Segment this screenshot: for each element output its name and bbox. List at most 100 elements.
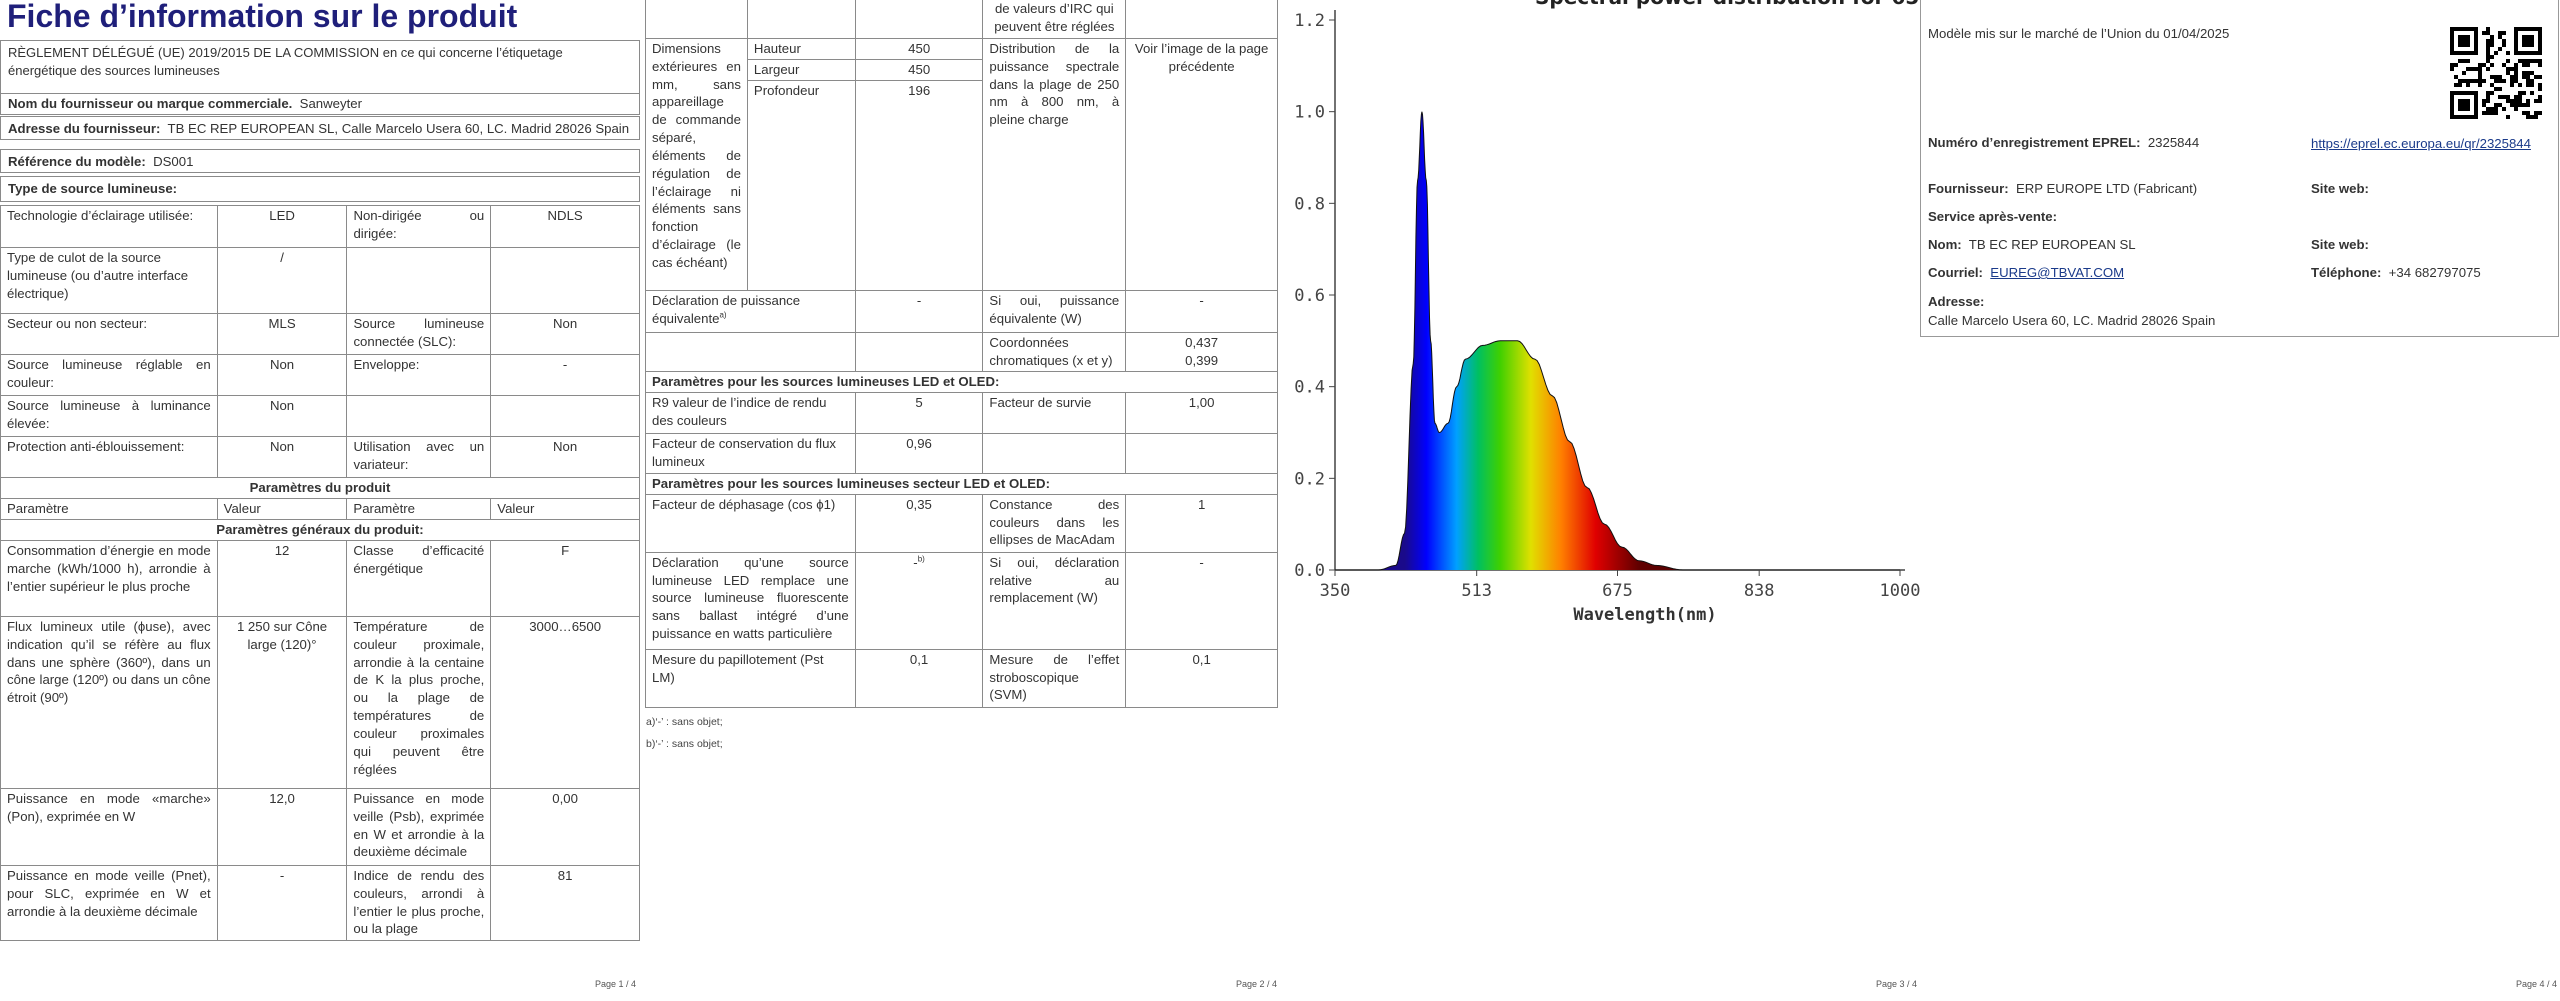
param-value [490, 395, 640, 437]
spectral-value: Voir l’image de la page précédente [1125, 37, 1278, 292]
param-value: 1 250 sur Cône large (120)° [216, 616, 348, 789]
param-label: Technologie d’éclairage utilisée: [0, 205, 218, 248]
column-header: Paramètre [0, 498, 218, 520]
market-date: Modèle mis sur le marché de l’Union du 0… [1928, 26, 2230, 41]
regulation-text: RÈGLEMENT DÉLÉGUÉ (UE) 2019/2015 DE LA C… [8, 45, 563, 79]
flicker-label: Mesure du papillotement (Pst LM) [645, 648, 856, 708]
after-sales-label: Service après-vente: [1928, 209, 2058, 224]
page-number: Page 4 / 4 [2516, 979, 2558, 989]
registration-box [1920, 0, 2559, 337]
dim-value: 450 [854, 39, 983, 60]
x-tick-label: 513 [1461, 581, 1492, 601]
eprel-link[interactable]: https://eprel.ec.europa.eu/qr/2325844 [2311, 136, 2531, 151]
replace-w-label: Si oui, déclaration relative au remplace… [982, 551, 1127, 650]
dim-value: 450 [854, 58, 983, 81]
param-value: Non [490, 436, 640, 478]
model-ref-row: Référence du modèle: DS001 [0, 149, 640, 173]
phase-label: Facteur de déphasage (cos ϕ1) [645, 493, 856, 553]
equiv-power-label: Déclaration de puissance équivalente [652, 293, 801, 326]
table-row: Protection anti-éblouissement: Non Utili… [0, 436, 640, 478]
param-value: Non [490, 313, 640, 355]
product-params-heading: Paramètres du produit [0, 477, 640, 499]
y-tick-label: 0.2 [1294, 469, 1325, 489]
dim-label: Largeur [747, 58, 856, 81]
eprel-label: Numéro d’enregistrement EPREL: [1928, 135, 2141, 150]
param-label: Puissance en mode veille (Pnet), pour SL… [0, 865, 218, 941]
phase-value: 0,35 [854, 493, 984, 553]
param-label: Secteur ou non secteur: [0, 313, 218, 355]
table-row: Puissance en mode «marche» (Pon), exprim… [0, 788, 640, 866]
table-row: Flux lumineux utile (ϕuse), avec indicat… [0, 616, 640, 789]
phone-label: Téléphone: [2311, 265, 2382, 280]
param-value: Non [216, 354, 348, 396]
supplier-name-value: Sanweyter [299, 96, 362, 111]
table-row: Type de culot de la source lumineuse (ou… [0, 247, 640, 314]
chart-ticks: 0.0 0.2 0.4 0.6 0.8 1.0 1.2 350 513 675 838 1000 [1294, 11, 1920, 601]
chroma-label: Coordonnées chromatiques (x et y) [982, 332, 1127, 373]
param-label: Non-dirigée ou dirigée: [346, 205, 492, 248]
param-header-row: Paramètre Valeur Paramètre Valeur [0, 498, 640, 520]
page-title: Fiche d’information sur le produit [7, 0, 518, 34]
param-value: MLS [216, 313, 348, 355]
email-link[interactable]: EUREG@TBVAT.COM [1990, 265, 2125, 280]
replace-w-value: - [1125, 551, 1278, 650]
email-label: Courriel: [1928, 265, 1983, 280]
supplier-label: Fournisseur: [1928, 181, 2009, 196]
param-value: NDLS [490, 205, 640, 248]
x-tick-label: 675 [1602, 581, 1633, 601]
page-number: Page 3 / 4 [1876, 979, 1918, 989]
spectral-label: Distribution de la puissance spectrale d… [982, 37, 1127, 292]
light-source-type-label: Type de source lumineuse: [8, 181, 178, 196]
spectral-chart: Spectral power distribution for 6500K 0.… [1294, 0, 1920, 625]
param-label: Source lumineuse à luminance élevée: [0, 395, 218, 437]
y-tick-label: 0.0 [1294, 561, 1325, 581]
table-row: Coordonnées chromatiques (x et y) 0,437 0… [645, 332, 1278, 373]
column-header: Valeur [490, 498, 640, 520]
page-number: Page 1 / 4 [595, 979, 637, 989]
x-tick-label: 350 [1320, 581, 1351, 601]
param-value: Non [216, 395, 348, 437]
dimensions-label: Dimensions extérieures en mm, sans appar… [645, 37, 748, 292]
light-source-table: Technologie d’éclairage utilisée: LED No… [0, 205, 640, 478]
footnote-ref: a) [719, 310, 727, 320]
param-label: Puissance en mode veille (Psb), exprimée… [346, 788, 492, 866]
x-axis-label: Wavelength(nm) [1573, 605, 1716, 625]
spd-area [1335, 111, 1900, 570]
param-label: Consommation d’énergie en mode marche (k… [0, 540, 218, 617]
website-label-2: Site web: [2311, 237, 2369, 252]
strobo-value: 0,1 [1125, 648, 1278, 708]
page-2: de valeurs d’IRC qui peuvent être réglée… [640, 0, 1280, 1001]
page-4: Modèle mis sur le marché de l’Union du 0… [1920, 0, 2560, 1001]
chart-title: Spectral power distribution for 6500K [1535, 0, 1920, 9]
table-row: Déclaration qu’une source lumineuse LED … [645, 551, 1278, 650]
column-header: Valeur [216, 498, 348, 520]
param-label: Classe d’efficacité énergétique [346, 540, 492, 617]
equiv-power-value: - [854, 290, 984, 334]
led-oled-heading: Paramètres pour les sources lumineuses L… [645, 371, 1278, 393]
y-tick-label: 1.2 [1294, 11, 1325, 31]
param-label: Indice de rendu des couleurs, arrondi à … [346, 865, 492, 941]
param-value: Non [216, 436, 348, 478]
equiv-w-value: - [1125, 290, 1278, 334]
y-tick-label: 1.0 [1294, 103, 1325, 123]
param-value: - [490, 354, 640, 396]
equiv-w-label: Si oui, puissance équivalente (W) [982, 290, 1127, 334]
param-label: Protection anti-éblouissement: [0, 436, 218, 478]
param-label: Utilisation avec un variateur: [346, 436, 492, 478]
survival-label: Facteur de survie [982, 391, 1127, 434]
chroma-x: 0,437 [1185, 335, 1219, 351]
table-row: Puissance en mode veille (Pnet), pour SL… [0, 865, 640, 941]
page-number: Page 2 / 4 [1236, 979, 1278, 989]
survival-value: 1,00 [1125, 391, 1278, 434]
page-1: Fiche d’information sur le produit RÈGLE… [0, 0, 640, 1001]
param-value: LED [216, 205, 348, 248]
supplier-address-value: TB EC REP EUROPEAN SL, Calle Marcelo Use… [167, 121, 630, 136]
supplier-value: ERP EUROPE LTD (Fabricant) [2015, 181, 2198, 196]
mains-heading: Paramètres pour les sources lumineuses s… [645, 472, 1278, 495]
param-label: Source lumineuse réglable en couleur: [0, 354, 218, 396]
table-row: Source lumineuse réglable en couleur: No… [0, 354, 640, 396]
param-label [346, 247, 492, 314]
table-row: R9 valeur de l’indice de rendu des coule… [645, 391, 1278, 434]
param-label: Flux lumineux utile (ϕuse), avec indicat… [0, 616, 218, 789]
x-tick-label: 838 [1744, 581, 1775, 601]
